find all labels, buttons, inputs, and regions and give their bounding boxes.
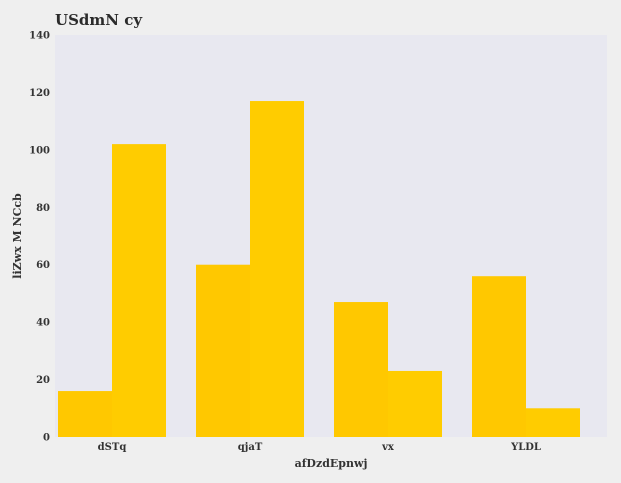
x-tick-label: YLDL <box>510 442 541 453</box>
y-tick-labels: 0 20 40 60 80 100 120 140 <box>29 31 50 444</box>
chart-title: USdmN cy <box>55 11 143 29</box>
y-tick-label: 100 <box>29 145 50 156</box>
x-tick-label: vx <box>381 442 395 453</box>
y-tick-label: 20 <box>36 375 50 386</box>
y-tick-label: 80 <box>36 203 50 214</box>
bar-dSTq-series2 <box>112 144 166 437</box>
x-tick-label: qjaT <box>238 442 263 453</box>
y-tick-label: 60 <box>36 260 50 271</box>
y-tick-label: 120 <box>29 88 50 99</box>
y-tick-label: 0 <box>43 433 50 444</box>
x-axis-title: afDzdEpnwj <box>295 457 368 470</box>
bar-dSTq-series1 <box>58 391 112 437</box>
bar-YLDL-series1 <box>472 276 526 437</box>
x-tick-labels: dSTq qjaT vx YLDL <box>98 442 541 453</box>
bar-qjaT-series2 <box>250 101 304 437</box>
bar-YLDL-series2 <box>526 408 580 437</box>
y-tick-label: 140 <box>29 31 50 42</box>
bar-vx-series2 <box>388 371 442 437</box>
x-tick-label: dSTq <box>98 442 127 453</box>
y-tick-label: 40 <box>36 318 50 329</box>
bar-vx-series1 <box>334 302 388 437</box>
y-axis-title: liZwx M NCcb <box>11 193 24 279</box>
bar-qjaT-series1 <box>196 265 250 437</box>
